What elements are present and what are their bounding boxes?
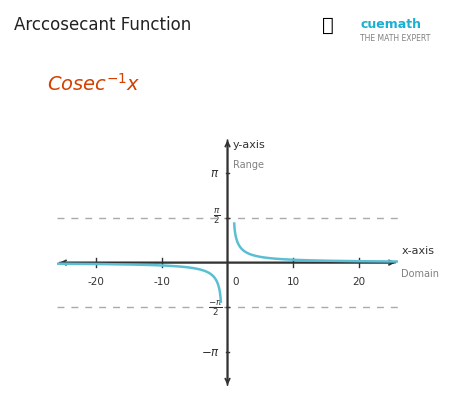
Text: Range: Range bbox=[233, 160, 264, 170]
Text: -10: -10 bbox=[154, 277, 170, 287]
Text: $\frac{\pi}{2}$: $\frac{\pi}{2}$ bbox=[213, 207, 221, 226]
Text: cuemath: cuemath bbox=[360, 18, 421, 31]
Text: -20: -20 bbox=[88, 277, 105, 287]
Text: 10: 10 bbox=[287, 277, 300, 287]
Text: 🚀: 🚀 bbox=[322, 16, 334, 35]
Text: $\mathit{Cosec}^{-1}x$: $\mathit{Cosec}^{-1}x$ bbox=[47, 73, 141, 95]
Text: 20: 20 bbox=[352, 277, 365, 287]
Text: y-axis: y-axis bbox=[233, 140, 265, 150]
Text: $\pi$: $\pi$ bbox=[210, 167, 219, 180]
Text: $\frac{-\pi}{2}$: $\frac{-\pi}{2}$ bbox=[208, 299, 222, 318]
Text: x-axis: x-axis bbox=[401, 246, 435, 256]
Text: $-\pi$: $-\pi$ bbox=[201, 345, 219, 358]
Text: Domain: Domain bbox=[401, 269, 439, 279]
Text: THE MATH EXPERT: THE MATH EXPERT bbox=[360, 34, 430, 43]
Text: 0: 0 bbox=[233, 277, 239, 287]
Text: Arccosecant Function: Arccosecant Function bbox=[14, 16, 191, 34]
